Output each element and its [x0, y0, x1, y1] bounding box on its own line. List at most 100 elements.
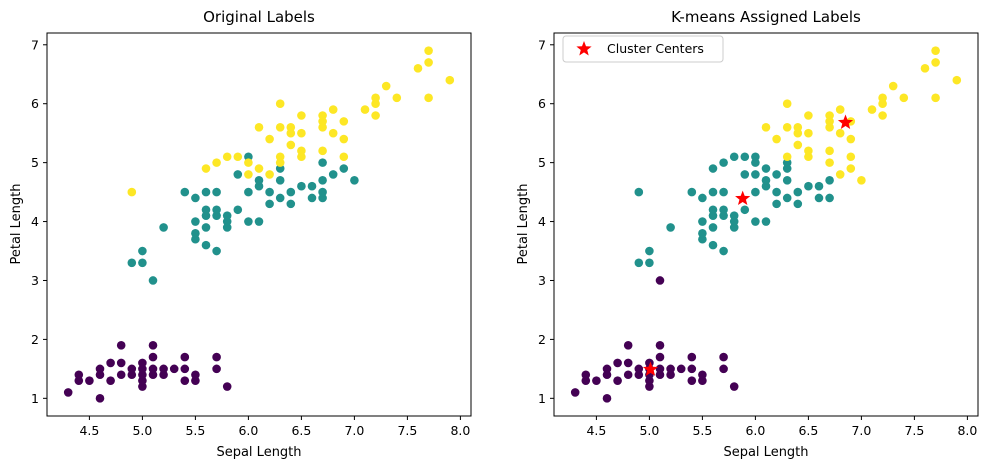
data-point: [666, 364, 675, 374]
data-point: [772, 199, 781, 209]
data-point: [180, 364, 190, 374]
data-point: [95, 394, 105, 403]
data-point: [751, 187, 760, 197]
data-point: [602, 364, 612, 374]
y-tick-label: 6: [538, 96, 546, 111]
x-tick-label: 7.0: [344, 423, 364, 438]
y-tick-label: 3: [538, 273, 546, 288]
data-point: [835, 105, 845, 114]
data-point: [634, 187, 644, 197]
data-point: [212, 187, 221, 197]
data-point: [719, 205, 728, 215]
data-point: [138, 246, 147, 256]
data-point: [602, 394, 612, 403]
data-point: [138, 376, 147, 385]
data-point: [191, 234, 200, 244]
data-point: [254, 217, 264, 226]
data-point: [719, 364, 728, 374]
data-point: [878, 111, 887, 120]
data-point: [931, 93, 940, 103]
data-point: [318, 193, 327, 203]
data-point: [180, 187, 190, 197]
data-point: [645, 246, 654, 256]
data-point: [254, 181, 264, 191]
data-point: [350, 176, 359, 185]
data-point: [698, 229, 707, 238]
data-point: [782, 176, 792, 185]
data-point: [74, 370, 84, 380]
data-point: [328, 128, 338, 138]
data-point: [318, 146, 327, 156]
data-point: [169, 364, 179, 374]
data-point: [74, 376, 84, 385]
data-point: [825, 158, 834, 167]
data-point: [634, 364, 644, 374]
y-tick-label: 5: [538, 155, 546, 170]
data-point: [63, 388, 73, 397]
data-point: [687, 187, 697, 197]
data-point: [191, 376, 200, 385]
y-tick-label: 7: [538, 37, 546, 52]
data-point: [782, 164, 792, 173]
data-point: [751, 152, 760, 162]
data-point: [751, 158, 760, 167]
data-point: [708, 240, 718, 250]
y-axis-label: Petal Length: [9, 183, 24, 264]
data-point: [751, 217, 760, 226]
data-point: [708, 205, 718, 215]
data-point: [857, 176, 866, 185]
data-point: [95, 370, 105, 380]
data-point: [212, 158, 221, 167]
data-point: [116, 358, 126, 368]
data-point: [719, 187, 728, 197]
data-point: [275, 158, 285, 167]
data-point: [275, 122, 285, 132]
data-point: [265, 199, 274, 209]
data-point: [371, 111, 380, 120]
y-tick-label: 6: [31, 96, 39, 111]
data-point: [952, 75, 962, 85]
data-point: [265, 170, 274, 179]
data-point: [698, 370, 707, 380]
data-point: [825, 122, 834, 132]
x-axis-label: Sepal Length: [216, 445, 301, 460]
data-point: [698, 234, 707, 244]
y-tick-label: 4: [31, 214, 39, 229]
x-tick-label: 5.0: [132, 423, 152, 438]
y-tick-label: 5: [31, 155, 39, 170]
data-point: [581, 370, 591, 380]
data-point: [729, 217, 739, 226]
data-point: [244, 152, 253, 162]
data-point: [698, 193, 707, 203]
y-axis-label: Petal Length: [516, 183, 531, 264]
data-point: [392, 93, 402, 103]
data-point: [814, 181, 824, 191]
data-point: [814, 193, 824, 203]
data-point: [138, 358, 147, 368]
data-point: [275, 99, 285, 109]
data-point: [645, 382, 654, 391]
data-point: [233, 205, 243, 215]
data-point: [751, 170, 760, 179]
data-point: [148, 276, 158, 285]
x-tick-label: 6.0: [745, 423, 765, 438]
data-point: [212, 246, 221, 256]
data-point: [793, 140, 803, 150]
data-point: [222, 217, 232, 226]
data-point: [666, 223, 675, 232]
data-point: [676, 364, 686, 374]
data-point: [318, 117, 327, 126]
data-point: [698, 217, 707, 226]
data-point: [286, 187, 296, 197]
data-point: [254, 176, 264, 185]
data-point: [581, 376, 591, 385]
data-point: [159, 223, 168, 232]
data-point: [286, 128, 296, 138]
data-point: [931, 58, 940, 67]
data-point: [888, 81, 898, 91]
y-tick-label: 1: [538, 391, 546, 406]
x-tick-label: 5.0: [639, 423, 659, 438]
data-point: [328, 170, 338, 179]
data-point: [761, 181, 771, 191]
